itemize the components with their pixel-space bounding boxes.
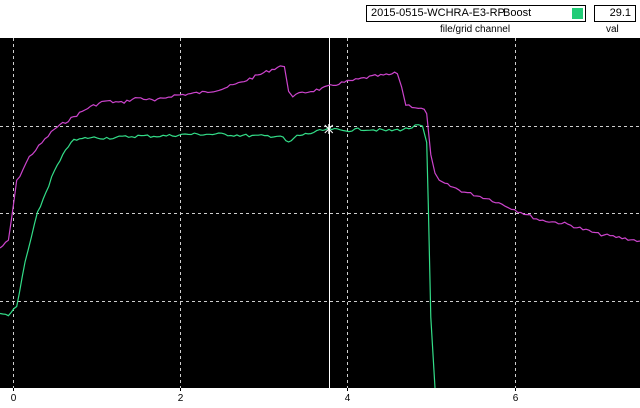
plot-area[interactable] (0, 38, 640, 389)
file-grid-channel-caption: file/grid channel (440, 24, 511, 35)
x-axis-svg: 0 2 4 6 (11, 388, 519, 404)
series-line-1 (0, 124, 436, 389)
cursor-marker (324, 124, 334, 134)
plot-svg (0, 38, 640, 389)
x-axis: 0 2 4 6 (0, 388, 640, 404)
x-tick-label-1: 2 (178, 393, 184, 403)
file-channel-selector[interactable]: 2015-0515-WCHRA-E3-RP Boost (366, 5, 586, 22)
header-bar: 2015-0515-WCHRA-E3-RP Boost file/grid ch… (0, 0, 640, 38)
x-tick-label-3: 6 (513, 393, 519, 403)
value-caption: val (606, 24, 619, 35)
value-text: 29.1 (609, 7, 631, 19)
file-name: 2015-0515-WCHRA-E3-RP (371, 7, 505, 19)
channel-name: Boost (503, 7, 532, 19)
channel-color-swatch (572, 8, 583, 19)
series-line-0 (0, 65, 640, 249)
value-readout: 29.1 (594, 5, 636, 22)
x-tick-label-2: 4 (345, 393, 351, 403)
x-tick-label-0: 0 (11, 393, 17, 403)
